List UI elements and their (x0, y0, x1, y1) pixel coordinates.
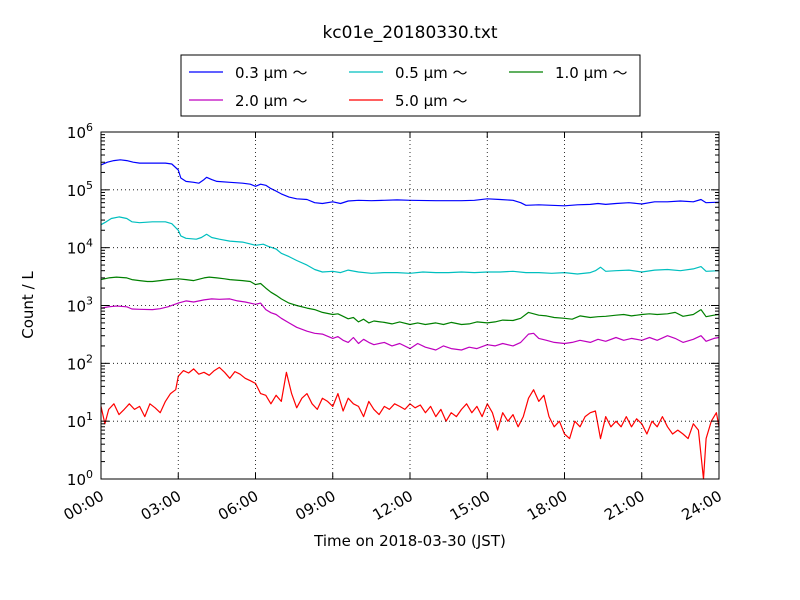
x-axis-label: Time on 2018-03-30 (JST) (313, 532, 506, 550)
y-axis-label: Count / L (19, 271, 37, 339)
plot-lines (100, 159, 720, 480)
x-tick-label: 03:00 (138, 487, 184, 524)
legend-label: 2.0 μm ～ (235, 92, 308, 110)
series-line (100, 276, 720, 326)
x-tick-label: 09:00 (292, 487, 338, 524)
y-tick-label: 102 (67, 352, 93, 373)
y-tick-label: 103 (67, 295, 93, 316)
series-line (100, 298, 720, 351)
x-tick-label: 24:00 (679, 487, 725, 524)
series-line (100, 366, 720, 480)
series-line (100, 216, 720, 275)
x-tick-label: 00:00 (61, 487, 107, 524)
legend: 0.3 μm ～ 0.5 μm ～ 1.0 μm ～ 2.0 μm ～ 5.0 μm ～ (180, 54, 641, 117)
plot-frame (100, 131, 720, 480)
x-tick-label: 15:00 (447, 487, 493, 524)
y-tick-label: 106 (67, 121, 93, 142)
y-tick-label: 101 (67, 410, 93, 431)
y-tick-label: 104 (67, 237, 93, 258)
y-tick-label: 100 (67, 468, 93, 489)
chart-title: kc01e_20180330.txt (322, 23, 497, 43)
legend-box (180, 54, 641, 117)
y-axis: 100 101 102 103 104 105 106 (67, 121, 719, 489)
series-line (100, 159, 720, 207)
x-tick-label: 12:00 (370, 487, 416, 524)
x-tick-label: 21:00 (601, 487, 647, 524)
legend-label: 0.3 μm ～ (235, 64, 308, 82)
legend-label: 0.5 μm ～ (395, 64, 468, 82)
legend-label: 1.0 μm ～ (555, 64, 628, 82)
legend-label: 5.0 μm ～ (395, 92, 468, 110)
y-tick-label: 105 (67, 179, 93, 200)
grid (101, 132, 719, 479)
x-tick-label: 06:00 (215, 487, 261, 524)
x-tick-label: 18:00 (524, 487, 570, 524)
x-axis: 00:00 03:00 06:00 09:00 12:00 15:00 18:00 21:00… (61, 132, 725, 524)
